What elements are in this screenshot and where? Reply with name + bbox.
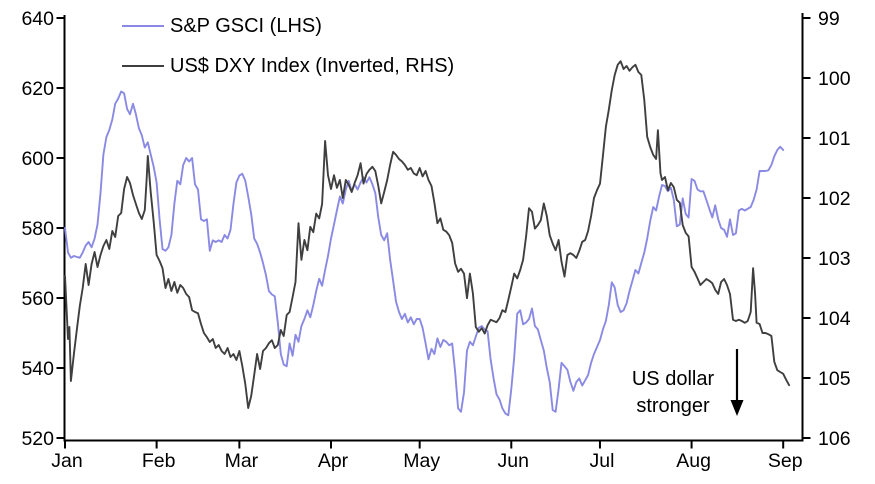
x-axis-tick-label: Jul [589, 450, 614, 472]
right-axis-tick-label: 105 [818, 368, 851, 390]
right-axis-tick-label: 100 [818, 68, 851, 90]
legend-item-dxy: US$ DXY Index (Inverted, RHS) [122, 46, 454, 86]
x-axis-tick-label: Aug [676, 450, 711, 472]
left-axis-tick-label: 580 [21, 218, 54, 240]
us-dollar-stronger-annotation: US dollar stronger [614, 366, 732, 420]
x-axis-tick-label: Jan [51, 450, 82, 472]
left-axis-tick-label: 560 [21, 288, 54, 310]
x-axis-tick-label: May [403, 450, 440, 472]
gsci-line-swatch-icon [122, 25, 164, 27]
annotation-line-2: stronger [636, 395, 710, 417]
x-axis-tick-label: Jun [498, 450, 529, 472]
right-axis-tick-label: 106 [818, 428, 851, 450]
chart-legend: S&P GSCI (LHS) US$ DXY Index (Inverted, … [122, 6, 454, 86]
down-arrow-head-icon [730, 400, 744, 416]
x-axis-tick-label: Feb [142, 450, 176, 472]
gsci-line-series [64, 90, 785, 417]
x-axis-tick-label: Mar [225, 450, 259, 472]
right-axis-tick-label: 103 [818, 248, 851, 270]
annotation-line-1: US dollar [631, 368, 715, 390]
right-axis-tick-label: 99 [818, 8, 840, 30]
legend-label-dxy: US$ DXY Index (Inverted, RHS) [170, 55, 455, 77]
dxy-line-series [64, 60, 791, 409]
right-axis-tick-label: 101 [818, 128, 851, 150]
x-axis-tick-label: Sep [768, 450, 803, 472]
left-axis-tick-label: 600 [21, 148, 54, 170]
x-axis-tick-label: Apr [318, 450, 349, 472]
left-axis-tick-label: 540 [21, 358, 54, 380]
right-axis-tick-label: 104 [818, 308, 851, 330]
right-axis-tick-label: 102 [818, 188, 851, 210]
legend-item-gsci: S&P GSCI (LHS) [122, 6, 454, 46]
left-axis-tick-label: 640 [21, 8, 54, 30]
dxy-line-swatch-icon [122, 65, 164, 67]
left-axis-tick-label: 520 [21, 428, 54, 450]
legend-label-gsci: S&P GSCI (LHS) [170, 15, 322, 37]
left-axis-tick-label: 620 [21, 78, 54, 100]
